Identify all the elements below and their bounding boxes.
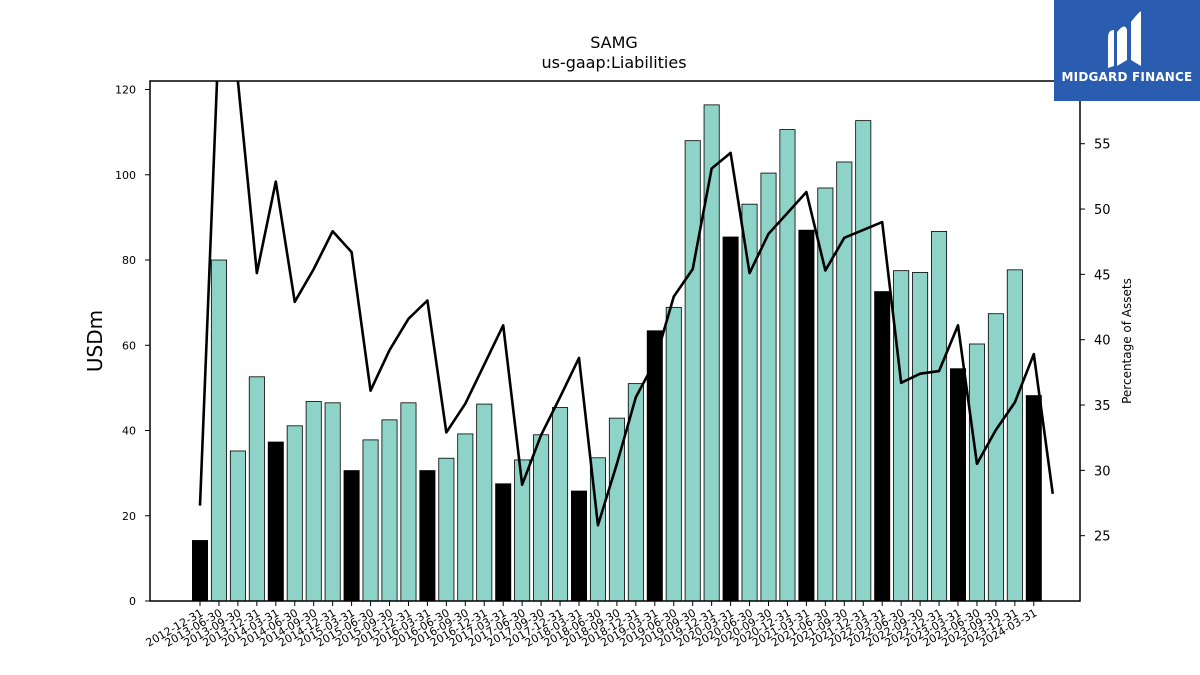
bar [1006, 269, 1023, 602]
bar [571, 490, 588, 602]
bar [495, 483, 512, 602]
y-axis-label: USDm [83, 310, 107, 372]
bar [874, 291, 891, 602]
chart-title: SAMG [590, 33, 638, 52]
bar [191, 540, 208, 602]
bar [684, 140, 701, 602]
y-tick-label: 80 [122, 254, 136, 267]
midgard-m-icon [1108, 11, 1141, 68]
bar [362, 439, 379, 602]
y-tick-label: 40 [122, 425, 136, 438]
chart-subtitle: us-gaap:Liabilities [541, 53, 686, 72]
bar [1025, 395, 1042, 602]
y2-tick-label: 35 [1094, 399, 1111, 414]
bar [931, 231, 948, 602]
bar [855, 120, 872, 602]
plot-frame [149, 80, 1081, 602]
bar [267, 441, 284, 602]
y2-tick-label: 25 [1094, 530, 1111, 545]
bar [400, 402, 417, 602]
y-tick-label: 120 [115, 84, 136, 97]
bar [836, 161, 853, 602]
y2-tick-label: 50 [1094, 203, 1111, 218]
bar [779, 129, 796, 602]
y2-tick-label: 30 [1094, 464, 1111, 479]
bar [210, 259, 227, 602]
y2-tick-label: 45 [1094, 268, 1111, 283]
bar [248, 376, 265, 602]
bar [722, 236, 739, 602]
y-tick-label: 20 [122, 510, 136, 523]
bar [703, 104, 720, 602]
bar [419, 470, 436, 602]
bar [476, 403, 493, 602]
brand-logo: MIDGARD FINANCE [1054, 0, 1200, 101]
bar [552, 407, 569, 602]
bar [760, 172, 777, 602]
bar [893, 270, 910, 602]
series-line [198, 81, 1055, 527]
y-tick-label: 100 [115, 169, 136, 182]
bar [457, 433, 474, 602]
y-tick-label: 60 [122, 339, 136, 352]
logo-text: MIDGARD FINANCE [1061, 70, 1193, 84]
bar [286, 425, 303, 602]
y2-tick-label: 55 [1094, 138, 1111, 153]
bar [343, 470, 360, 602]
bar [798, 229, 815, 602]
bar [229, 450, 246, 602]
bar [324, 402, 341, 602]
bar [381, 419, 398, 602]
y2-tick-label: 40 [1094, 334, 1111, 349]
bar [665, 306, 682, 602]
bar [305, 401, 322, 602]
bar [950, 368, 967, 602]
y2-axis-label: Percentage of Assets [1120, 278, 1134, 404]
bar [533, 434, 550, 602]
bar [968, 343, 985, 602]
bar [987, 313, 1004, 602]
bar [438, 457, 455, 602]
bar [912, 271, 929, 602]
y-tick-label: 0 [129, 595, 136, 608]
